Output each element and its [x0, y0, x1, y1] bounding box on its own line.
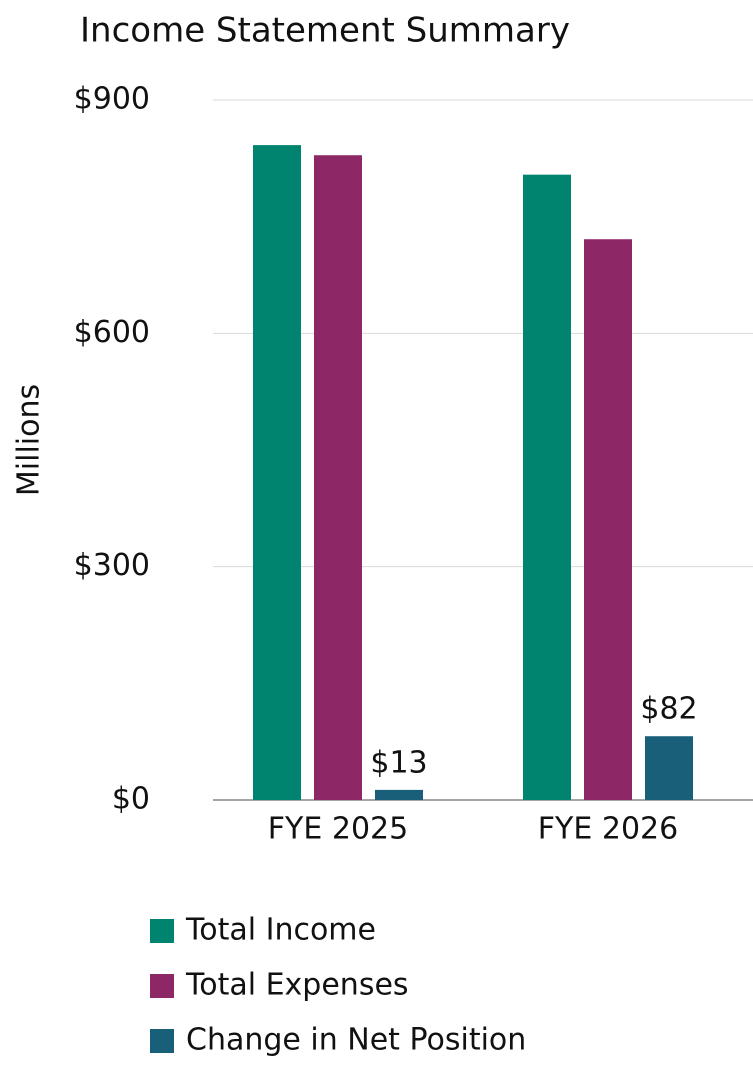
y-tick-label: $900 [74, 82, 150, 117]
x-tick-label: FYE 2025 [268, 812, 408, 847]
legend-swatch [150, 919, 174, 943]
chart-title: Income Statement Summary [80, 11, 570, 51]
legend-label: Total Expenses [185, 968, 409, 1003]
legend-swatch [150, 974, 174, 998]
legend-swatch [150, 1029, 174, 1053]
bar [645, 736, 693, 800]
bar [253, 145, 301, 801]
bar [314, 155, 362, 800]
data-label: $13 [370, 745, 427, 780]
bar [584, 239, 632, 800]
x-tick-label: FYE 2026 [538, 812, 678, 847]
bar [375, 789, 423, 800]
legend-label: Total Income [185, 913, 376, 948]
y-axis-label: Millions [12, 384, 47, 496]
y-tick-label: $300 [74, 548, 150, 583]
y-tick-label: $0 [112, 782, 150, 817]
data-label: $82 [640, 692, 697, 727]
legend-label: Change in Net Position [186, 1023, 526, 1058]
y-tick-label: $600 [74, 315, 150, 350]
bar [523, 174, 571, 800]
